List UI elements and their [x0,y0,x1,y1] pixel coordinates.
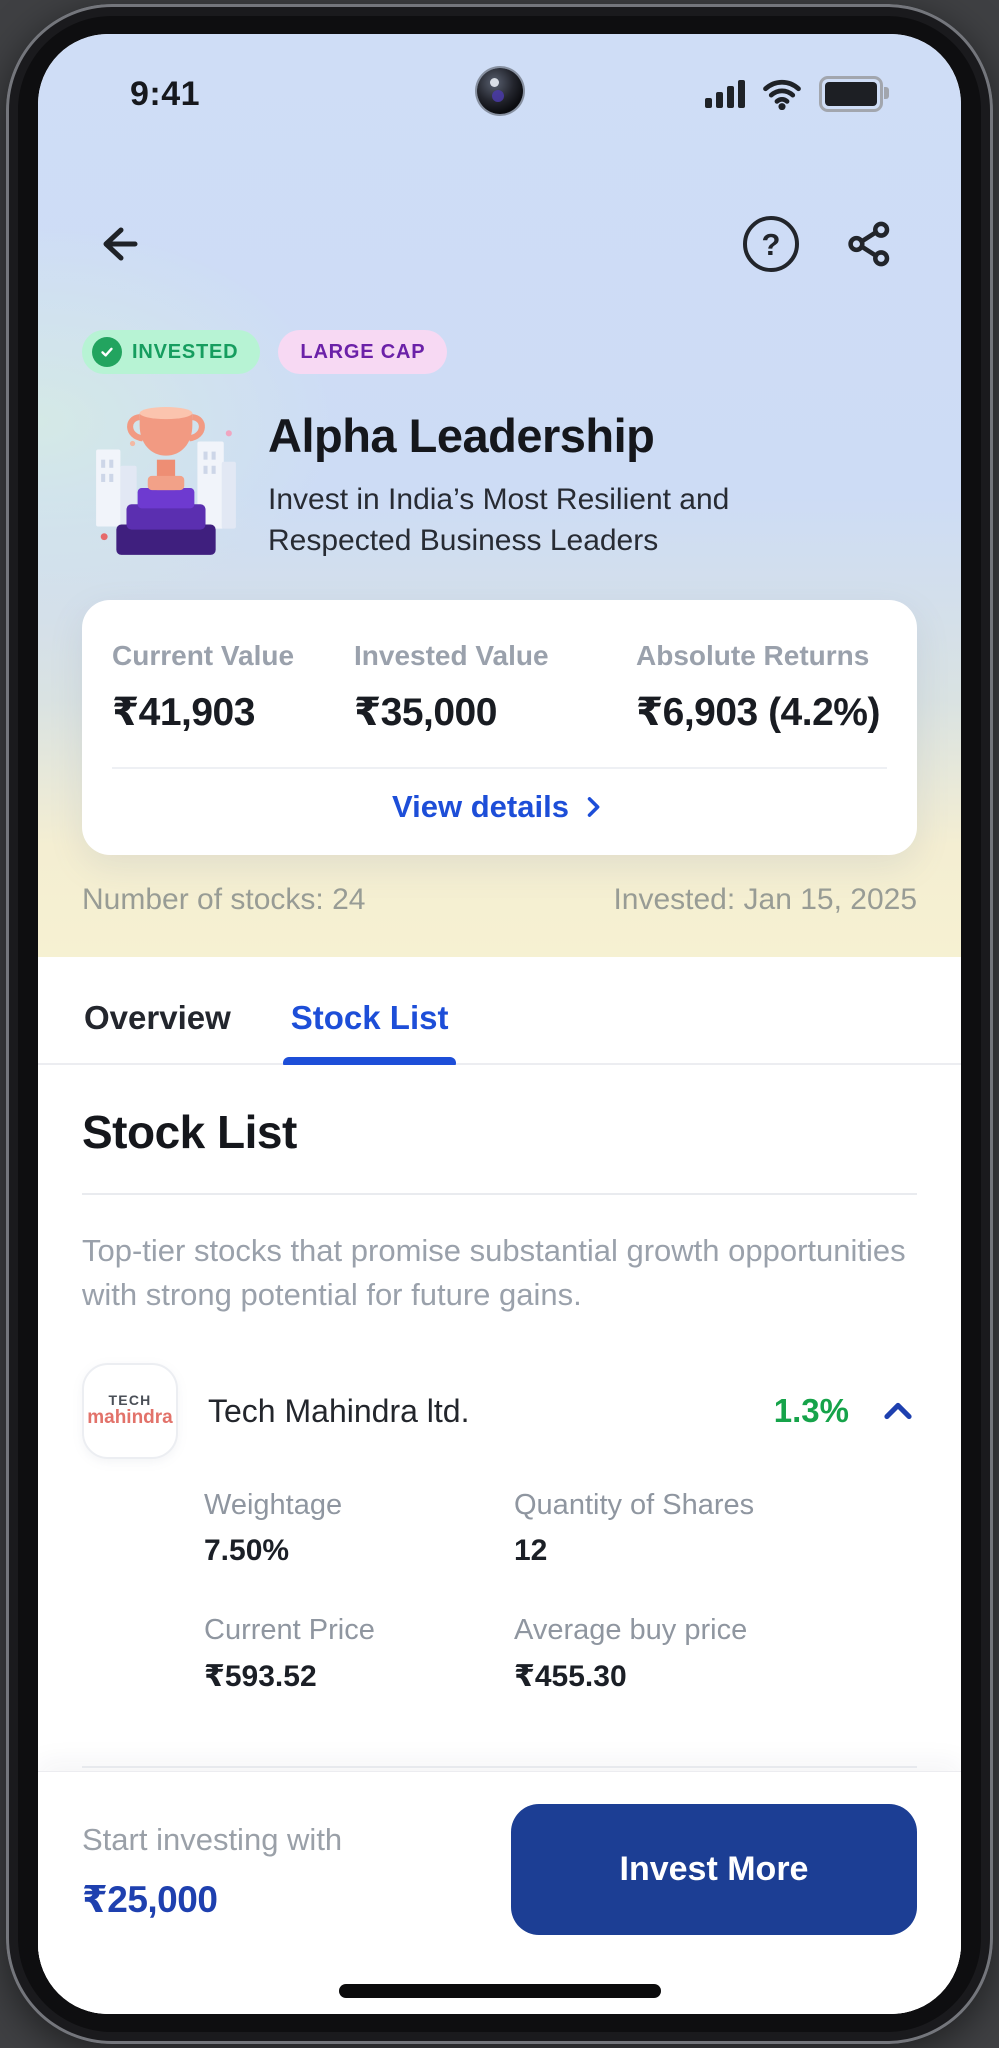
detail-current-price: Current Price ₹593.52 [204,1614,514,1694]
badge-row: INVESTED LARGE CAP [82,330,917,374]
logo-text: TECH [108,1392,152,1409]
chevron-right-icon [587,797,600,817]
summary-card: Current Value ₹41,903 Invested Value ₹35… [82,600,917,855]
meta-row: Number of stocks: 24 Invested: Jan 15, 2… [82,855,917,957]
back-arrow-icon [103,227,138,261]
status-time: 9:41 [130,74,201,113]
stocks-count: Number of stocks: 24 [82,883,366,916]
top-nav: ? [82,216,917,272]
check-icon [92,337,122,367]
front-camera [476,68,523,114]
back-button[interactable] [94,220,142,268]
stock-name: Tech Mahindra ltd. [208,1392,470,1429]
section-divider [82,1193,917,1195]
phone-frame: 9:41 [6,4,993,2044]
battery-icon [819,76,889,112]
trophy-illustration [96,406,236,555]
home-indicator[interactable] [338,1984,661,1998]
view-details-label: View details [392,789,569,824]
phone-screen: 9:41 [38,34,961,2014]
section-description: Top-tier stocks that promise substantial… [82,1233,906,1313]
stat-value: ₹6,903 (4.2%) [636,691,880,734]
wifi-icon [763,79,801,110]
detail-label: Current Price [204,1614,375,1647]
stat-current-value: Current Value ₹41,903 [112,640,354,735]
question-icon: ? [761,226,781,262]
row-divider [82,1766,917,1769]
detail-value: ₹593.52 [204,1660,317,1694]
invested-badge: INVESTED [82,330,261,374]
large-cap-badge-label: LARGE CAP [300,340,426,363]
stat-label: Invested Value [354,640,549,671]
stock-details-grid: Weightage 7.50% Quantity of Shares 12 Cu… [204,1489,917,1694]
invested-badge-label: INVESTED [132,340,239,363]
card-divider [112,767,887,769]
stat-value: ₹35,000 [354,691,497,734]
page-subtitle: Invest in India’s Most Resilient and Res… [268,483,730,558]
detail-label: Weightage [204,1489,343,1522]
detail-label: Quantity of Shares [514,1489,755,1522]
tab-bar: Overview Stock List [38,957,961,1069]
detail-average-buy-price: Average buy price ₹455.30 [514,1614,917,1694]
invested-date: Invested: Jan 15, 2025 [613,883,917,916]
stock-item-tech-mahindra: TECH mahindra Tech Mahindra ltd. 1.3% We… [82,1363,917,1694]
stat-label: Current Value [112,640,295,671]
hero-header: 9:41 [38,34,961,957]
stat-value: ₹41,903 [112,691,255,734]
start-investing-label: Start investing with [82,1822,343,1857]
tab-overview[interactable]: Overview [82,999,233,1063]
logo-text: mahindra [87,1407,173,1429]
invest-more-button[interactable]: Invest More [511,1804,917,1935]
detail-quantity: Quantity of Shares 12 [514,1489,917,1568]
signal-icon [705,80,745,108]
tab-stock-list[interactable]: Stock List [282,999,457,1069]
detail-value: 7.50% [204,1534,290,1568]
help-button[interactable]: ? [743,216,799,272]
section-heading: Stock List [82,1106,297,1158]
stat-label: Absolute Returns [636,640,870,671]
bottom-action-bar: Start investing with ₹25,000 Invest More [38,1772,961,2014]
detail-weightage: Weightage 7.50% [204,1489,514,1568]
share-icon [848,221,890,267]
stat-absolute-returns: Absolute Returns ₹6,903 (4.2%) [636,640,880,735]
share-button[interactable] [843,218,895,270]
tech-mahindra-logo: TECH mahindra [82,1363,178,1460]
detail-value: 12 [514,1534,548,1568]
detail-label: Average buy price [514,1614,748,1647]
status-bar: 9:41 [82,34,917,132]
chevron-up-icon[interactable] [879,1392,917,1430]
page-title: Alpha Leadership [268,409,655,462]
stock-row-toggle[interactable]: TECH mahindra Tech Mahindra ltd. 1.3% [82,1363,917,1460]
investing-amount: ₹25,000 [82,1879,218,1920]
stat-invested-value: Invested Value ₹35,000 [354,640,636,735]
stock-list-section: Stock List Top-tier stocks that promise … [38,1065,961,2014]
detail-value: ₹455.30 [514,1660,627,1694]
view-details-link[interactable]: View details [112,769,887,833]
large-cap-badge: LARGE CAP [278,330,448,374]
stock-change: 1.3% [773,1392,849,1430]
